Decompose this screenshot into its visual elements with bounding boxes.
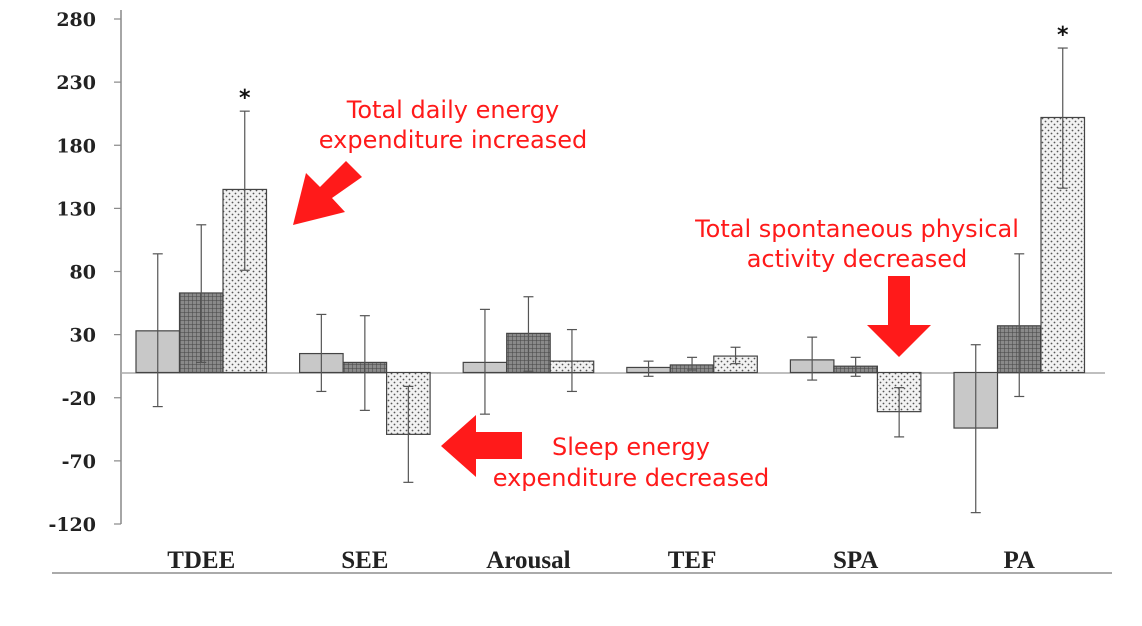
annotations: Total daily energy expenditure increased… [319, 96, 1019, 492]
y-tick-label: -70 [62, 451, 96, 473]
category-label-tdee: TDEE [167, 547, 235, 574]
annotation-arrows [293, 161, 931, 477]
category-label-see: SEE [341, 547, 388, 574]
spa-annotation-line-2: activity decreased [747, 245, 968, 273]
y-ticks: 280 230 180 130 80 30 -20 -70 -120 [48, 9, 121, 536]
arrow-spa-icon [867, 276, 931, 357]
error-bars [152, 47, 1068, 514]
category-labels: TDEE SEE Arousal TEF SPA PA [167, 547, 1035, 574]
y-tick-label: 280 [56, 9, 96, 31]
y-tick-label: -120 [48, 514, 96, 536]
tdee-annotation-line-2: expenditure increased [319, 126, 587, 154]
significance-star-tdee: * [239, 86, 251, 111]
y-tick-label: 230 [56, 72, 96, 94]
arrow-see-icon [441, 415, 522, 477]
significance-markers: ** [239, 23, 1069, 111]
axes [52, 10, 1112, 574]
significance-star-pa: * [1057, 23, 1069, 48]
category-label-spa: SPA [833, 547, 878, 574]
spa-annotation-line-1: Total spontaneous physical [694, 215, 1019, 243]
arrow-tdee-icon [293, 161, 362, 225]
y-tick-label: -20 [62, 388, 96, 410]
tdee-annotation-line-1: Total daily energy [346, 96, 559, 124]
y-tick-label: 130 [56, 198, 96, 220]
category-label-arousal: Arousal [486, 547, 570, 574]
y-tick-label: 180 [56, 135, 96, 157]
see-annotation-line-2: expenditure decreased [493, 464, 770, 492]
y-tick-label: 30 [70, 325, 96, 347]
y-tick-label: 80 [70, 262, 96, 284]
bars [135, 116, 1086, 435]
category-label-pa: PA [1004, 547, 1035, 574]
see-annotation-line-1: Sleep energy [552, 433, 710, 461]
category-label-tef: TEF [668, 547, 717, 574]
